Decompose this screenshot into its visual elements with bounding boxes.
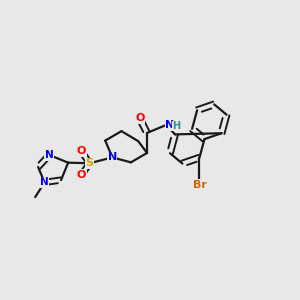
- Text: N: N: [108, 152, 117, 162]
- Text: N: N: [45, 150, 54, 160]
- Text: N: N: [40, 177, 49, 188]
- Text: O: O: [77, 146, 86, 157]
- Text: S: S: [85, 158, 94, 168]
- Text: N: N: [165, 120, 174, 130]
- Text: O: O: [135, 113, 144, 124]
- Text: H: H: [172, 121, 180, 131]
- Text: O: O: [77, 170, 86, 180]
- Text: Br: Br: [193, 180, 206, 190]
